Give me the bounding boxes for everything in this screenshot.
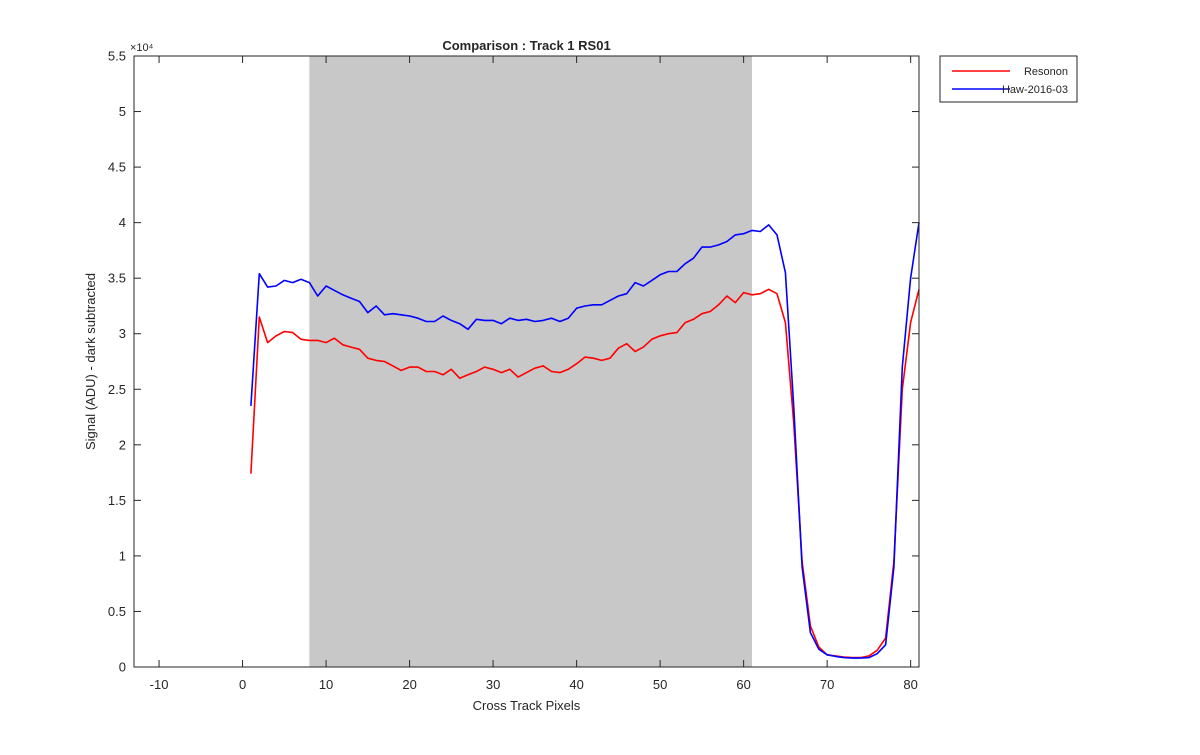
legend-label-haw-2016-03: Haw-2016-03 [1002,84,1068,96]
x-tick-label: 60 [736,677,750,692]
x-tick-label: 30 [486,677,500,692]
y-tick-label: 5 [119,104,126,119]
x-tick-label: 20 [402,677,416,692]
x-tick-label: 0 [239,677,246,692]
x-tick-label: -10 [150,677,169,692]
plot-area-border [133,55,920,668]
y-tick-label: 2 [119,437,126,452]
y-tick-label: 3 [119,326,126,341]
x-tick-label: 10 [319,677,333,692]
y-tick-label: 1 [119,548,126,563]
series-line-haw-2016-03 [250,222,920,659]
chart-title: Comparison : Track 1 RS01 [442,38,610,53]
y-tick-label: 3.5 [108,271,126,286]
y-tick-label: 5.5 [108,49,126,64]
y-tick-label: 4 [119,215,126,230]
y-tick-label: 0.5 [108,604,126,619]
x-tick-label: 50 [653,677,667,692]
x-axis-label: Cross Track Pixels [473,698,581,713]
x-tick-label: 70 [820,677,834,692]
legend-box [939,55,1078,103]
shaded-region [309,56,752,667]
legend: Resonon Haw-2016-03 [939,55,1078,103]
y-axis-exponent-label: ×10⁴ [130,42,154,54]
y-tick-label: 2.5 [108,382,126,397]
y-tick-label: 4.5 [108,160,126,175]
y-axis-label: Signal (ADU) - dark subtracted [83,273,98,450]
y-tick-label: 0 [119,660,126,675]
x-tick-label: 40 [569,677,583,692]
legend-label-resonon: Resonon [1024,66,1068,78]
x-tick-label: 80 [903,677,917,692]
y-tick-label: 1.5 [108,493,126,508]
